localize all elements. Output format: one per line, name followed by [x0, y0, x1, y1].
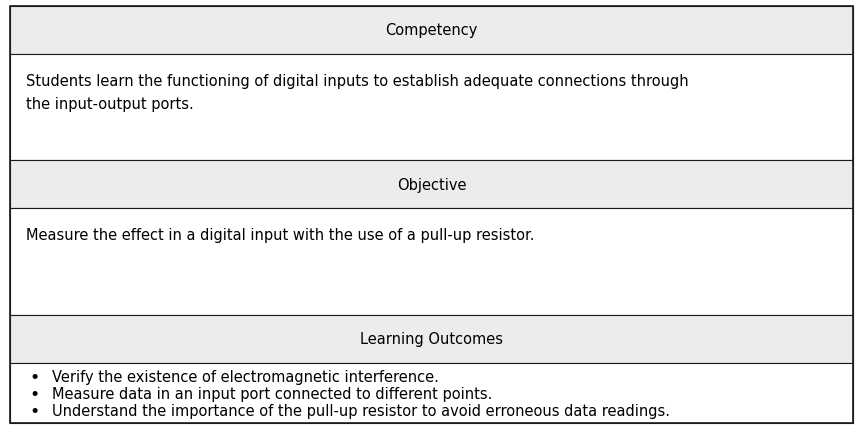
Text: Verify the existence of electromagnetic interference.: Verify the existence of electromagnetic … — [52, 370, 438, 385]
Bar — [10, 161, 853, 209]
Text: Measure data in an input port connected to different points.: Measure data in an input port connected … — [52, 386, 492, 401]
Text: •: • — [29, 401, 40, 420]
Text: •: • — [29, 368, 40, 386]
Bar — [10, 315, 853, 363]
Text: Learning Outcomes: Learning Outcomes — [360, 331, 503, 346]
Bar — [10, 363, 853, 423]
Text: Measure the effect in a digital input with the use of a pull-up resistor.: Measure the effect in a digital input wi… — [26, 228, 534, 243]
Bar — [10, 54, 853, 161]
Text: Understand the importance of the pull-up resistor to avoid erroneous data readin: Understand the importance of the pull-up… — [52, 403, 670, 418]
Bar — [10, 7, 853, 54]
Text: Students learn the functioning of digital inputs to establish adequate connectio: Students learn the functioning of digita… — [26, 73, 689, 112]
Text: Objective: Objective — [397, 177, 466, 192]
Text: Competency: Competency — [385, 23, 478, 38]
Bar — [10, 209, 853, 315]
Text: •: • — [29, 385, 40, 403]
